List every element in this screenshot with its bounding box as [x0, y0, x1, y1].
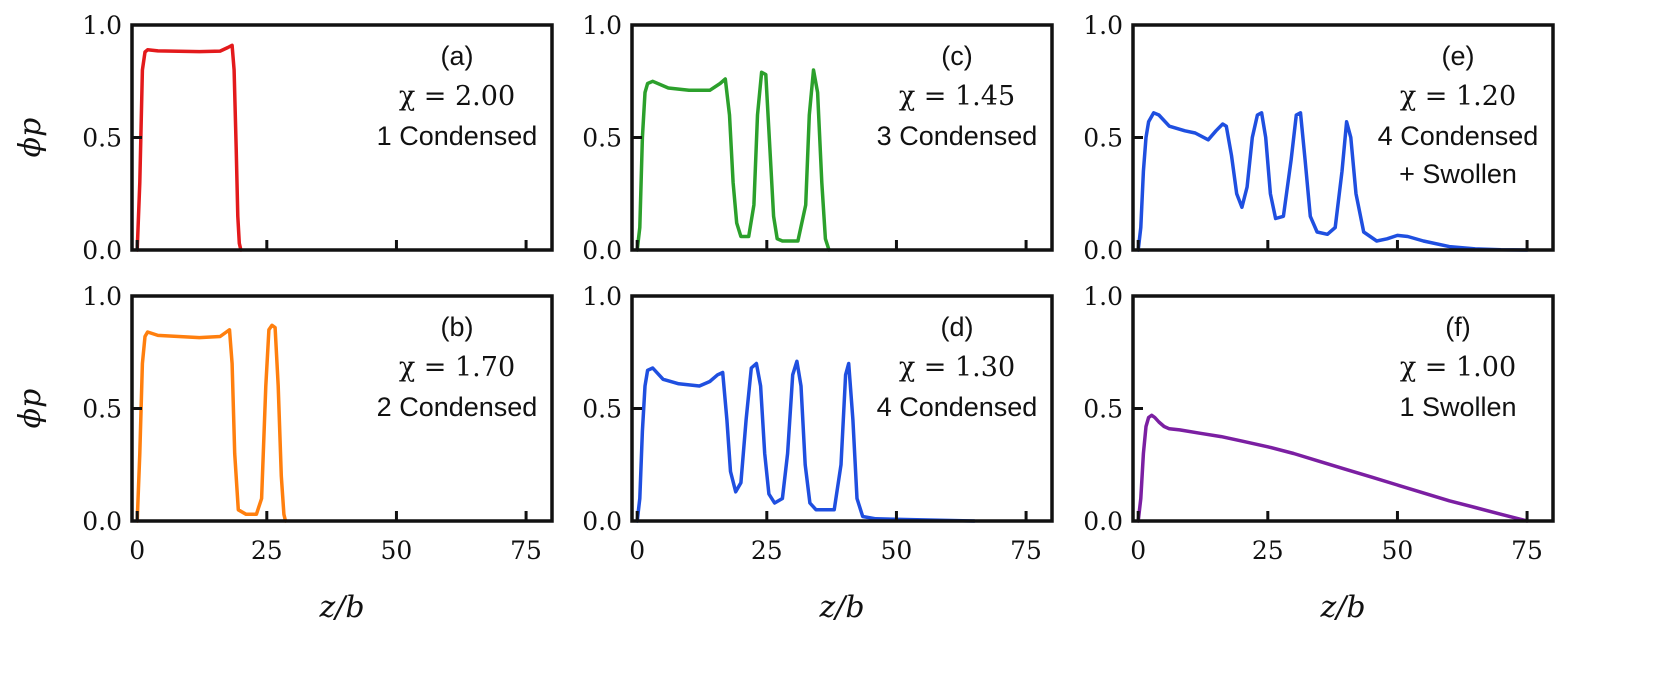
panel-label-e: (e): [1442, 41, 1475, 71]
panel-d: 0.0 0.5 1.0 0 25 50 75 z/b (d) χ = 1.30 4 Condense…: [582, 282, 1054, 625]
xaxis-label-d: z/b: [818, 590, 864, 625]
chi-label-b: χ = 1.70: [399, 352, 515, 383]
chi-label-f: χ = 1.00: [1400, 352, 1516, 383]
state-label-e: 4 Condensed: [1378, 121, 1539, 151]
ytick-label-e: 0.5: [1083, 124, 1123, 153]
ytick-label-d: 0.0: [582, 507, 622, 536]
xtick-label-d: 0: [629, 536, 645, 565]
xtick-label-b: 50: [381, 536, 413, 565]
ytick-label-d: 0.5: [582, 395, 622, 424]
panel-label-a: (a): [441, 41, 474, 71]
ytick-label-e: 0.0: [1083, 236, 1123, 265]
chi-label-c: χ = 1.45: [899, 81, 1015, 112]
series-line-f: [1136, 413, 1529, 523]
xtick-label-b: 0: [129, 536, 145, 565]
xtick-label-d: 50: [881, 536, 913, 565]
chi-label-e: χ = 1.20: [1400, 81, 1516, 112]
ytick-label-a: 1.0: [82, 11, 122, 40]
chi-label-a: χ = 2.00: [399, 81, 515, 112]
state-label-c: 3 Condensed: [877, 121, 1038, 151]
ytick-label-d: 1.0: [582, 282, 622, 311]
panel-b: 0.0 0.5 1.0 0 25 50 75 z/b ϕp (b) χ = 1.70 2 Conden…: [13, 282, 554, 625]
xtick-label-d: 75: [1010, 536, 1042, 565]
xaxis-label-b: z/b: [318, 590, 364, 625]
chi-label-d: χ = 1.30: [899, 352, 1015, 383]
state-label-d: 4 Condensed: [877, 392, 1038, 422]
ytick-label-c: 1.0: [582, 11, 622, 40]
panel-c: 0.0 0.5 1.0 (c) χ = 1.45 3 Condensed: [582, 11, 1054, 265]
xtick-label-f: 0: [1130, 536, 1146, 565]
series-line-d: [635, 359, 976, 523]
state-label-b: 2 Condensed: [377, 392, 538, 422]
ytick-label-f: 0.0: [1083, 507, 1123, 536]
xtick-label-b: 25: [251, 536, 283, 565]
panel-label-d: (d): [941, 312, 974, 342]
ytick-label-b: 0.5: [82, 395, 122, 424]
series-line-c: [635, 68, 831, 252]
ytick-label-f: 1.0: [1083, 282, 1123, 311]
panel-f: 0.0 0.5 1.0 0 25 50 75 z/b (f) χ = 1.00 1 Swollen: [1083, 282, 1555, 625]
yaxis-label-b: ϕp: [13, 389, 48, 429]
panel-label-f: (f): [1445, 312, 1470, 342]
series-line-e: [1136, 111, 1529, 252]
xtick-label-f: 25: [1252, 536, 1284, 565]
ytick-label-f: 0.5: [1083, 395, 1123, 424]
state-label-f: 1 Swollen: [1399, 392, 1516, 422]
xtick-label-f: 50: [1382, 536, 1414, 565]
panel-a: 0.0 0.5 1.0 ϕp (a) χ = 2.00 1 Condensed: [13, 11, 554, 265]
ytick-label-c: 0.5: [582, 124, 622, 153]
panels-group: 0.0 0.5 1.0 ϕp (a) χ = 2.00 1 Condensed 0.0 0.5 1…: [13, 11, 1555, 625]
xtick-label-f: 75: [1511, 536, 1543, 565]
ytick-label-e: 1.0: [1083, 11, 1123, 40]
series-line-a: [135, 43, 243, 252]
yaxis-label-a: ϕp: [13, 118, 48, 158]
state-label-a: 1 Condensed: [377, 121, 538, 151]
ytick-label-b: 0.0: [82, 507, 122, 536]
xtick-label-b: 75: [510, 536, 542, 565]
panel-label-c: (c): [941, 41, 972, 71]
ytick-label-b: 1.0: [82, 282, 122, 311]
xaxis-label-f: z/b: [1319, 590, 1365, 625]
ytick-label-c: 0.0: [582, 236, 622, 265]
xtick-label-d: 25: [751, 536, 783, 565]
ytick-label-a: 0.5: [82, 124, 122, 153]
state-label-e: + Swollen: [1399, 159, 1517, 189]
series-line-b: [135, 323, 288, 523]
panel-e: 0.0 0.5 1.0 (e) χ = 1.20 4 Condensed + Swollen: [1083, 11, 1555, 265]
panel-label-b: (b): [441, 312, 474, 342]
ytick-label-a: 0.0: [82, 236, 122, 265]
